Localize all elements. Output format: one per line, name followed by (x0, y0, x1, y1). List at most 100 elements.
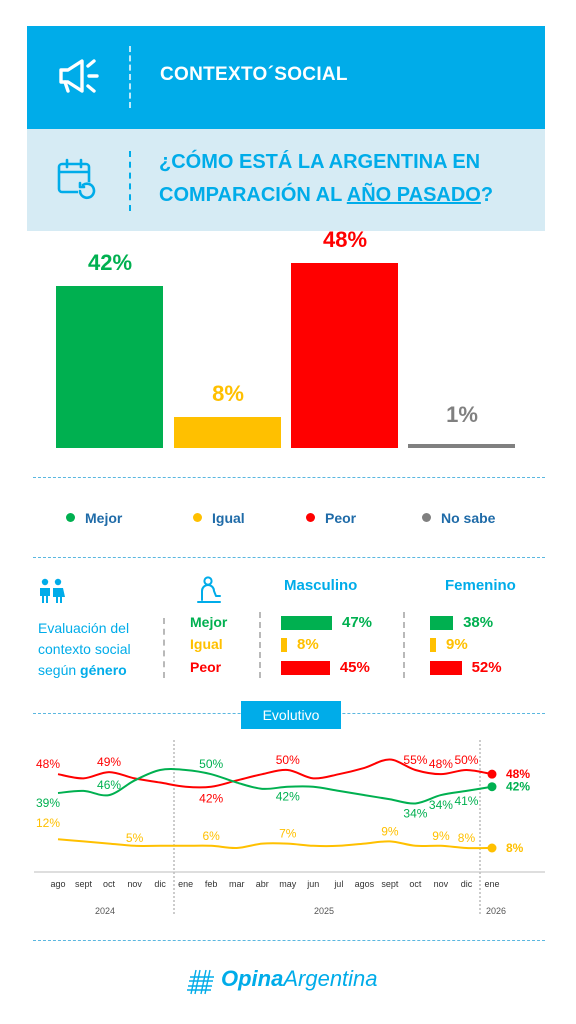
x-tick-label: ene (484, 879, 499, 889)
bar-value-label: 8% (212, 381, 244, 407)
femenino-header: Femenino (445, 577, 516, 594)
legend-item-no-sabe: No sabe (422, 510, 495, 526)
x-tick-label: oct (409, 879, 422, 889)
gender-row-label: Igual (190, 636, 223, 652)
hashtag-logo-icon (187, 969, 214, 995)
femenino-bar (430, 661, 462, 675)
series-endpoint-igual (487, 843, 497, 853)
series-data-label: 34% (403, 806, 427, 820)
header-divider (129, 151, 131, 211)
series-data-label: 8% (506, 841, 524, 855)
x-tick-label: agos (355, 879, 375, 889)
bar-value-label: 48% (322, 226, 368, 252)
series-data-label: 8% (458, 831, 476, 845)
series-data-label: 9% (432, 829, 450, 843)
section-divider (33, 940, 545, 941)
x-tick-label: jul (333, 879, 343, 889)
series-data-label: 49% (97, 755, 121, 769)
x-tick-label: mar (229, 879, 245, 889)
year-label: 2026 (486, 906, 506, 916)
gender-description: Evaluación del contexto social según gén… (38, 620, 131, 678)
series-data-label: 7% (279, 827, 297, 841)
femenino-bar (430, 616, 454, 630)
gender-row-label: Peor (190, 659, 222, 675)
series-data-label: 42% (276, 790, 300, 804)
calendar-refresh-icon (57, 158, 96, 200)
series-endpoint-peor (487, 769, 497, 779)
year-label: 2025 (314, 906, 334, 916)
series-data-label: 50% (199, 757, 223, 771)
series-endpoint-mejor (487, 782, 497, 792)
masculino-bar (281, 616, 332, 630)
series-data-label: 50% (276, 753, 300, 767)
series-data-label: 41% (454, 794, 478, 808)
bar-mejor (56, 285, 163, 448)
series-data-label: 48% (506, 767, 530, 781)
series-data-label: 55% (403, 753, 427, 767)
megaphone-icon (59, 59, 99, 93)
question-line-1: ¿CÓMO ESTÁ LA ARGENTINA EN (159, 151, 481, 173)
column-divider (163, 618, 165, 678)
series-data-label: 48% (429, 757, 453, 771)
series-data-label: 42% (506, 780, 530, 794)
masculino-bar (281, 661, 330, 675)
bar-value-label: 1% (446, 402, 478, 427)
series-line-peor (57, 758, 493, 789)
femenino-value: 9% (446, 636, 468, 653)
femenino-bar (430, 638, 436, 652)
x-tick-label: ene (178, 879, 193, 889)
series-data-label: 9% (381, 824, 399, 838)
seated-person-icon (197, 576, 221, 603)
series-data-label: 46% (97, 778, 121, 792)
x-tick-label: ago (50, 879, 65, 889)
masculino-bar (281, 638, 287, 652)
legend-item-mejor: Mejor (66, 510, 122, 526)
logo-text-opina: Opina (221, 966, 284, 991)
year-label: 2024 (95, 906, 115, 916)
column-divider (259, 612, 261, 678)
bar-peor (291, 262, 398, 448)
masculino-value: 47% (342, 614, 373, 631)
section-divider (33, 477, 545, 478)
people-icon (40, 578, 65, 603)
x-tick-label: may (279, 879, 297, 889)
logo-text-argentina: Argentina (283, 966, 378, 991)
series-data-label: 42% (199, 792, 223, 806)
series-data-label: 39% (36, 796, 60, 810)
x-tick-label: dic (154, 879, 166, 889)
series-line-igual (57, 838, 493, 850)
series-data-label: 48% (36, 757, 60, 771)
bar-value-label: 42% (87, 249, 133, 275)
femenino-value: 52% (471, 659, 502, 676)
x-tick-label: oct (103, 879, 116, 889)
x-tick-label: sept (381, 879, 399, 889)
x-tick-label: nov (434, 879, 449, 889)
femenino-value: 38% (463, 614, 494, 631)
x-tick-label: nov (127, 879, 142, 889)
x-tick-label: feb (205, 879, 218, 889)
section-title: CONTEXTO´SOCIAL (160, 64, 348, 85)
series-data-label: 5% (126, 831, 144, 845)
series-data-label: 50% (454, 753, 478, 767)
series-data-label: 34% (429, 798, 453, 812)
section-header: CONTEXTO´SOCIAL (27, 26, 545, 129)
question-header: ¿CÓMO ESTÁ LA ARGENTINA EN COMPARACIÓN A… (27, 129, 545, 231)
header-divider (129, 46, 131, 108)
gender-row-label: Mejor (190, 614, 228, 630)
x-tick-label: jun (306, 879, 319, 889)
legend-item-igual: Igual (193, 510, 245, 526)
evolution-line-chart: 48% 49%42%50% 55% 48% 50%48%39%46%50%42%34%3… (34, 740, 545, 916)
masculino-value: 45% (339, 659, 370, 676)
column-divider (403, 612, 405, 678)
masculino-header: Masculino (284, 577, 358, 594)
series-data-label: 12% (36, 816, 60, 830)
brand-logo: OpinaArgentina (187, 965, 407, 999)
legend-item-peor: Peor (306, 510, 356, 526)
section-divider (33, 557, 545, 558)
x-tick-label: dic (461, 879, 473, 889)
evolutivo-label: Evolutivo (241, 701, 341, 729)
question-line-2: COMPARACIÓN AL AÑO PASADO? (159, 184, 494, 206)
masculino-value: 8% (297, 636, 319, 653)
series-line-mejor (57, 768, 493, 805)
bar-no-sabe (408, 444, 515, 448)
